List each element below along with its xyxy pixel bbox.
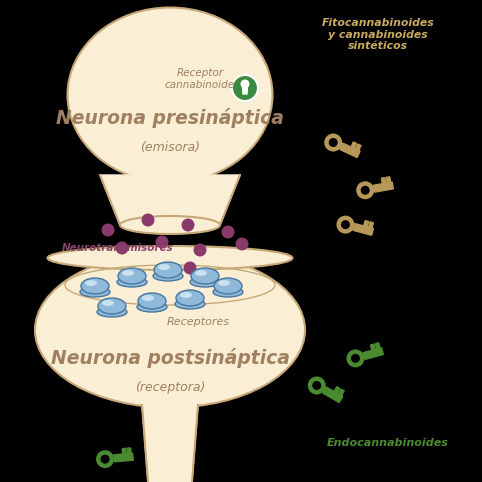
- Ellipse shape: [175, 299, 205, 309]
- Circle shape: [308, 376, 326, 394]
- Circle shape: [142, 214, 155, 227]
- Circle shape: [182, 218, 195, 231]
- Polygon shape: [340, 143, 360, 158]
- Polygon shape: [374, 182, 393, 192]
- Polygon shape: [363, 348, 383, 360]
- Ellipse shape: [218, 280, 230, 286]
- Ellipse shape: [158, 264, 170, 270]
- Circle shape: [101, 455, 109, 464]
- Ellipse shape: [118, 268, 146, 284]
- Polygon shape: [386, 177, 391, 183]
- Polygon shape: [351, 142, 357, 148]
- Text: Receptor
cannabinoide: Receptor cannabinoide: [165, 68, 235, 90]
- Circle shape: [356, 181, 374, 199]
- Polygon shape: [375, 343, 380, 349]
- Polygon shape: [371, 344, 375, 350]
- Ellipse shape: [214, 278, 242, 294]
- Ellipse shape: [153, 271, 183, 281]
- Ellipse shape: [80, 287, 110, 297]
- Text: Neurona postsináptica: Neurona postsináptica: [51, 348, 289, 368]
- Polygon shape: [364, 221, 369, 227]
- Ellipse shape: [81, 278, 109, 294]
- Ellipse shape: [190, 277, 220, 287]
- Circle shape: [241, 80, 250, 89]
- Ellipse shape: [35, 253, 305, 407]
- Circle shape: [347, 349, 364, 367]
- Text: Neurona presináptica: Neurona presináptica: [56, 108, 284, 128]
- Ellipse shape: [180, 292, 192, 298]
- Circle shape: [324, 134, 342, 151]
- Polygon shape: [114, 453, 133, 462]
- Circle shape: [156, 236, 169, 249]
- Ellipse shape: [102, 300, 114, 306]
- Ellipse shape: [213, 287, 243, 297]
- Ellipse shape: [138, 293, 166, 309]
- Ellipse shape: [48, 246, 293, 270]
- Circle shape: [336, 215, 354, 234]
- Text: (receptora): (receptora): [135, 381, 205, 394]
- Polygon shape: [127, 448, 131, 454]
- Circle shape: [312, 381, 321, 390]
- Polygon shape: [334, 387, 340, 393]
- Ellipse shape: [98, 298, 126, 314]
- Text: Receptores: Receptores: [166, 317, 229, 327]
- Circle shape: [222, 226, 235, 239]
- Ellipse shape: [120, 216, 220, 234]
- Polygon shape: [122, 448, 126, 454]
- Circle shape: [193, 243, 206, 256]
- Ellipse shape: [154, 262, 182, 278]
- Polygon shape: [381, 178, 386, 184]
- Circle shape: [184, 262, 197, 275]
- Polygon shape: [353, 224, 374, 235]
- Ellipse shape: [176, 290, 204, 306]
- Circle shape: [351, 354, 360, 363]
- Circle shape: [361, 186, 370, 195]
- Polygon shape: [100, 175, 240, 225]
- Circle shape: [102, 224, 115, 237]
- Text: Fitocannabinoides
y cannabinoides
sintéticos: Fitocannabinoides y cannabinoides sintét…: [321, 18, 434, 51]
- Ellipse shape: [117, 277, 147, 287]
- Circle shape: [96, 450, 114, 468]
- Ellipse shape: [137, 302, 167, 312]
- Text: Endocannabinoides: Endocannabinoides: [327, 438, 449, 448]
- Polygon shape: [142, 405, 198, 482]
- Ellipse shape: [191, 268, 219, 284]
- Ellipse shape: [142, 295, 154, 301]
- Circle shape: [232, 75, 258, 101]
- Ellipse shape: [67, 8, 272, 183]
- Polygon shape: [338, 389, 344, 396]
- Ellipse shape: [97, 307, 127, 317]
- Text: Neurotransmisores: Neurotransmisores: [62, 243, 174, 253]
- Ellipse shape: [85, 280, 97, 286]
- Text: (emisora): (emisora): [140, 142, 200, 155]
- Circle shape: [236, 238, 249, 251]
- Polygon shape: [242, 86, 247, 94]
- Polygon shape: [369, 222, 374, 228]
- Circle shape: [329, 138, 338, 147]
- Ellipse shape: [122, 270, 134, 276]
- Circle shape: [341, 220, 350, 229]
- Polygon shape: [323, 387, 343, 402]
- Polygon shape: [356, 144, 361, 150]
- Circle shape: [116, 241, 129, 254]
- Ellipse shape: [195, 270, 207, 276]
